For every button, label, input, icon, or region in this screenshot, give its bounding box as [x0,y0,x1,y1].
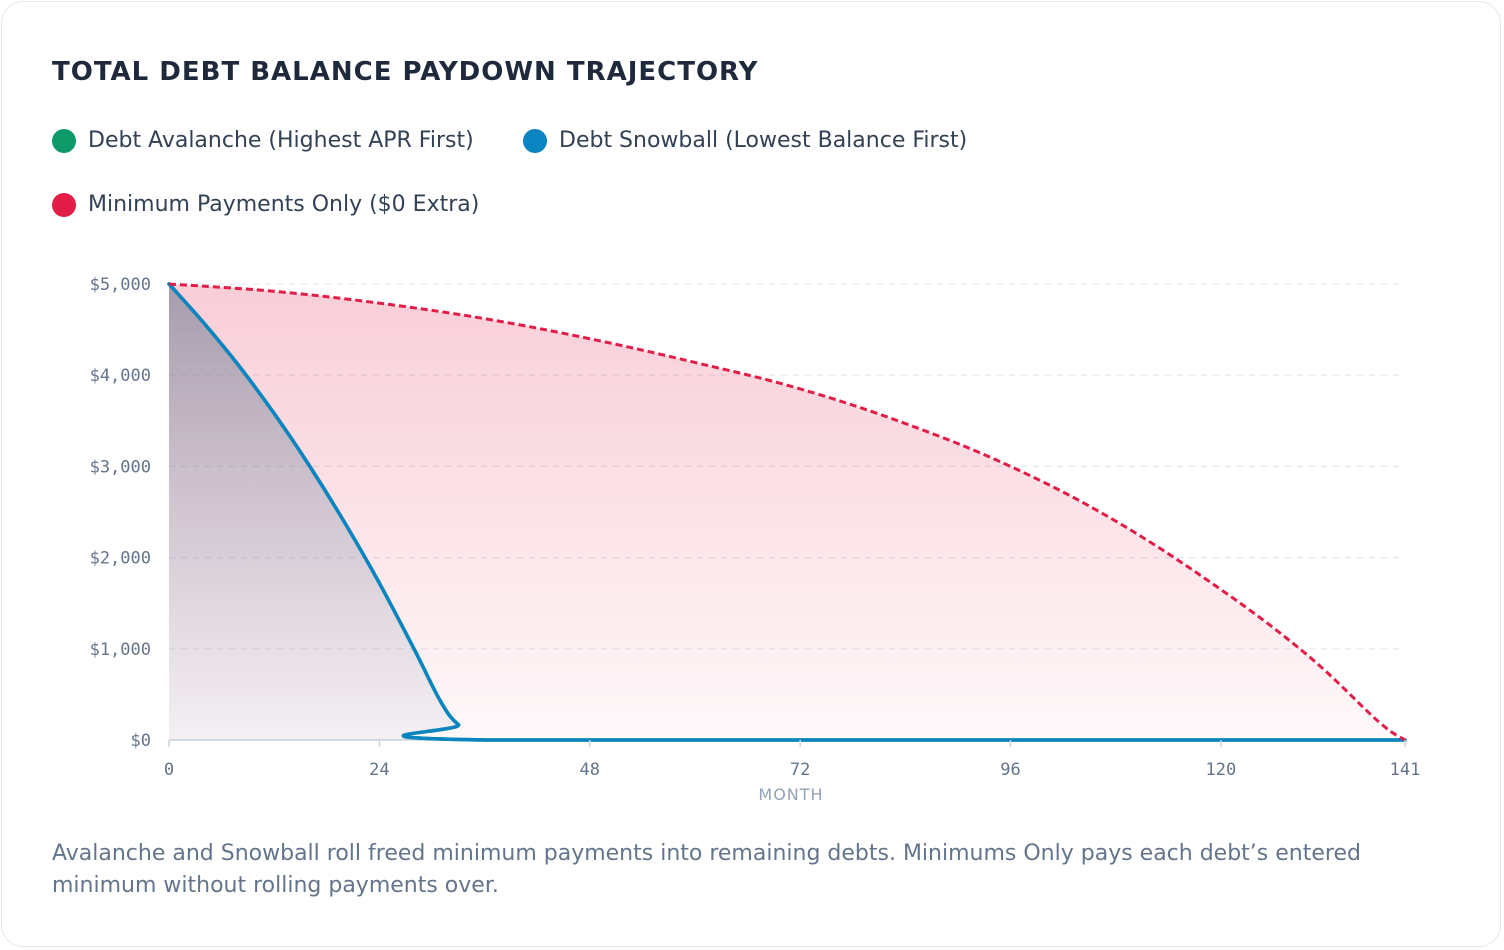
chart-title: TOTAL DEBT BALANCE PAYDOWN TRAJECTORY [52,57,759,87]
legend-item-minimum[interactable]: Minimum Payments Only ($0 Extra) [52,192,479,217]
snowball-line [167,282,1407,742]
y-tick-label: $3,000 [90,457,151,477]
y-tick-label: $2,000 [90,549,151,569]
legend-label-avalanche: Debt Avalanche (Highest APR First) [88,128,474,153]
minimum-payments-area [169,284,1405,740]
x-tick-label: 48 [580,760,600,780]
legend-item-avalanche[interactable]: Debt Avalanche (Highest APR First) [52,128,474,153]
chart-footnote: Avalanche and Snowball roll freed minimu… [52,841,1361,898]
y-tick-label: $1,000 [90,640,151,660]
avalanche-snowball-area [169,284,1405,740]
legend-item-snowball[interactable]: Debt Snowball (Lowest Balance First) [523,128,967,153]
x-axis-title: MONTH [758,785,823,804]
legend-dot-minimum [52,192,76,217]
x-axis-ticks: 0 24 48 72 96 120 141 [164,740,1420,780]
x-tick-label: 120 [1206,760,1237,780]
y-tick-label: $5,000 [90,275,151,295]
legend-label-snowball: Debt Snowball (Lowest Balance First) [559,128,968,153]
y-axis-ticks: $0 $1,000 $2,000 $3,000 $4,000 $5,000 [90,275,151,751]
x-tick-label: 96 [1000,760,1020,780]
series-areas [169,284,1405,740]
x-tick-label: 24 [369,760,389,780]
legend-label-minimum: Minimum Payments Only ($0 Extra) [88,192,480,217]
legend-dot-avalanche [52,128,76,153]
x-tick-label: 0 [164,760,174,780]
y-tick-label: $4,000 [90,366,151,386]
x-tick-label: 141 [1390,760,1421,780]
y-tick-label: $0 [131,731,151,751]
x-tick-label: 72 [790,760,810,780]
legend-dot-snowball [523,128,547,153]
series-lines [167,282,1407,742]
